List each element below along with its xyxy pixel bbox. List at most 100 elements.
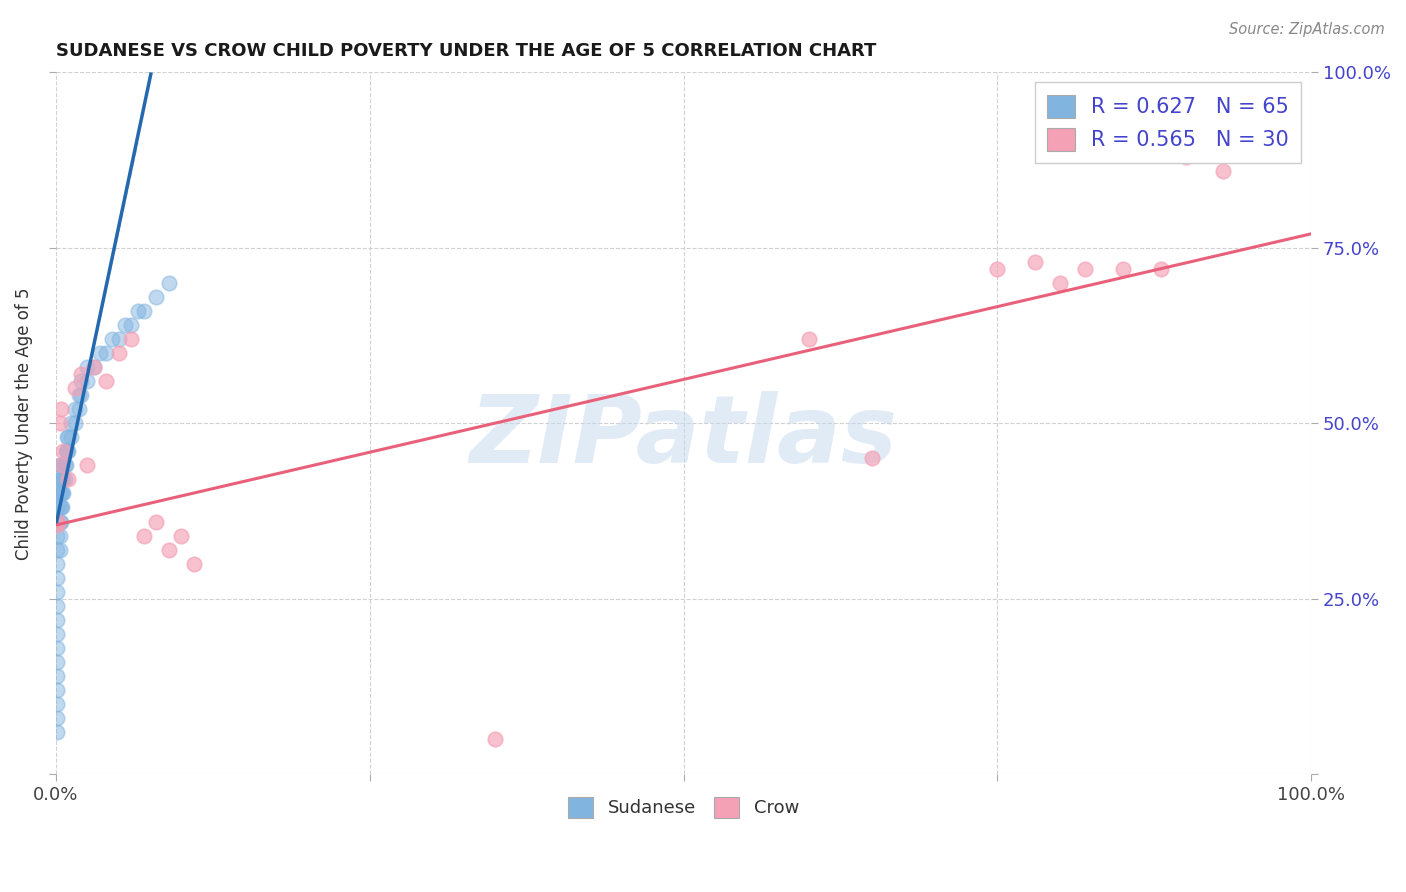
Point bbox=[55, 444, 77, 458]
Point bbox=[46, 557, 69, 571]
Point bbox=[58, 444, 80, 458]
Point bbox=[46, 640, 69, 655]
Text: SUDANESE VS CROW CHILD POVERTY UNDER THE AGE OF 5 CORRELATION CHART: SUDANESE VS CROW CHILD POVERTY UNDER THE… bbox=[56, 42, 876, 60]
Point bbox=[46, 571, 69, 585]
Point bbox=[484, 732, 506, 747]
Point bbox=[145, 290, 167, 304]
Point bbox=[46, 518, 69, 533]
Text: Source: ZipAtlas.com: Source: ZipAtlas.com bbox=[1229, 22, 1385, 37]
Point bbox=[63, 402, 86, 417]
Point bbox=[53, 472, 76, 486]
Point bbox=[76, 458, 98, 473]
Point bbox=[1074, 261, 1097, 276]
Point bbox=[52, 444, 75, 458]
Point bbox=[46, 500, 69, 515]
Point bbox=[986, 261, 1008, 276]
Point bbox=[46, 697, 69, 711]
Point bbox=[127, 304, 149, 318]
Point bbox=[860, 451, 883, 466]
Point bbox=[51, 472, 73, 486]
Y-axis label: Child Poverty Under the Age of 5: Child Poverty Under the Age of 5 bbox=[15, 287, 32, 559]
Point bbox=[63, 381, 86, 395]
Point bbox=[46, 682, 69, 697]
Point bbox=[170, 528, 193, 542]
Point bbox=[145, 515, 167, 529]
Point bbox=[58, 472, 80, 486]
Point bbox=[48, 486, 70, 500]
Point bbox=[46, 584, 69, 599]
Point bbox=[53, 458, 76, 473]
Point bbox=[63, 417, 86, 431]
Point bbox=[114, 318, 136, 332]
Point bbox=[46, 486, 69, 500]
Point bbox=[46, 669, 69, 683]
Point bbox=[51, 486, 73, 500]
Point bbox=[46, 627, 69, 641]
Point bbox=[132, 304, 155, 318]
Legend: Sudanese, Crow: Sudanese, Crow bbox=[561, 789, 806, 825]
Point bbox=[46, 515, 69, 529]
Point bbox=[76, 374, 98, 388]
Point bbox=[67, 402, 90, 417]
Point bbox=[49, 472, 72, 486]
Point bbox=[48, 417, 70, 431]
Point bbox=[48, 515, 70, 529]
Point bbox=[70, 367, 93, 381]
Text: ZIPatlas: ZIPatlas bbox=[470, 392, 897, 483]
Point bbox=[51, 500, 73, 515]
Point bbox=[1024, 255, 1046, 269]
Point bbox=[70, 388, 93, 402]
Point bbox=[1212, 163, 1234, 178]
Point bbox=[76, 360, 98, 375]
Point bbox=[94, 346, 117, 360]
Point bbox=[52, 486, 75, 500]
Point bbox=[797, 332, 820, 346]
Point bbox=[1112, 261, 1135, 276]
Point bbox=[56, 444, 79, 458]
Point bbox=[46, 725, 69, 739]
Point bbox=[1174, 150, 1197, 164]
Point bbox=[48, 542, 70, 557]
Point bbox=[51, 458, 73, 473]
Point bbox=[70, 374, 93, 388]
Point bbox=[58, 430, 80, 444]
Point bbox=[46, 528, 69, 542]
Point bbox=[59, 417, 82, 431]
Point bbox=[120, 332, 142, 346]
Point bbox=[157, 276, 180, 290]
Point bbox=[46, 613, 69, 627]
Point bbox=[67, 388, 90, 402]
Point bbox=[1049, 276, 1071, 290]
Point bbox=[48, 472, 70, 486]
Point bbox=[49, 515, 72, 529]
Point bbox=[55, 458, 77, 473]
Point bbox=[107, 332, 129, 346]
Point bbox=[59, 430, 82, 444]
Point bbox=[49, 500, 72, 515]
Point bbox=[48, 458, 70, 473]
Point bbox=[49, 486, 72, 500]
Point bbox=[94, 374, 117, 388]
Point bbox=[51, 458, 73, 473]
Point bbox=[52, 472, 75, 486]
Point bbox=[107, 346, 129, 360]
Point bbox=[48, 528, 70, 542]
Point bbox=[49, 402, 72, 417]
Point bbox=[101, 332, 124, 346]
Point bbox=[83, 360, 105, 375]
Point bbox=[56, 430, 79, 444]
Point bbox=[89, 346, 111, 360]
Point bbox=[46, 711, 69, 725]
Point bbox=[83, 360, 105, 375]
Point bbox=[49, 458, 72, 473]
Point bbox=[1149, 261, 1171, 276]
Point bbox=[157, 542, 180, 557]
Point bbox=[48, 515, 70, 529]
Point bbox=[183, 557, 205, 571]
Point bbox=[46, 655, 69, 669]
Point bbox=[46, 599, 69, 613]
Point bbox=[48, 500, 70, 515]
Point bbox=[46, 542, 69, 557]
Point bbox=[132, 528, 155, 542]
Point bbox=[120, 318, 142, 332]
